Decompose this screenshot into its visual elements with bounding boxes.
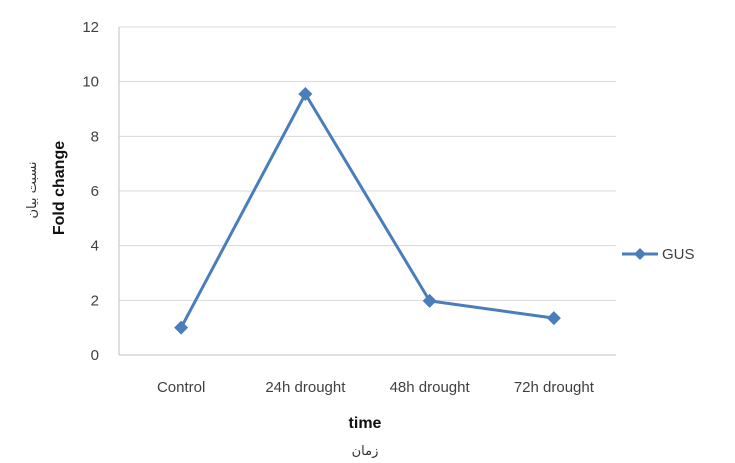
y-tick-label: 12 [82, 19, 99, 36]
data-point-marker [298, 86, 313, 101]
legend-label: GUS [662, 246, 695, 263]
data-point-marker [546, 311, 561, 326]
y-axis-subtitle: نسبت بیان [25, 161, 40, 218]
x-tick-labels: Control 24h drought 48h drought 72h drought [157, 379, 595, 396]
y-tick-label: 10 [82, 74, 99, 91]
x-tick-label: Control [157, 379, 205, 396]
data-series [174, 86, 561, 335]
data-point-marker [174, 320, 189, 335]
x-tick-label: 24h drought [265, 379, 346, 396]
legend: GUS [622, 246, 695, 263]
legend-marker [634, 248, 646, 260]
y-tick-label: 2 [91, 292, 99, 309]
data-point-marker [422, 293, 437, 308]
y-tick-label: 8 [91, 128, 99, 145]
y-tick-labels: 0 2 4 6 8 10 12 [82, 19, 99, 364]
series-line [179, 92, 555, 329]
y-tick-label: 6 [91, 183, 99, 200]
y-tick-label: 4 [91, 238, 99, 255]
x-axis-subtitle: زمان [352, 444, 379, 459]
x-axis-title: time [349, 415, 382, 432]
x-tick-label: 72h drought [514, 379, 595, 396]
x-tick-label: 48h drought [390, 379, 471, 396]
y-tick-label: 0 [91, 347, 99, 364]
gridlines [118, 26, 616, 356]
y-axis-title: Fold change [51, 141, 68, 235]
